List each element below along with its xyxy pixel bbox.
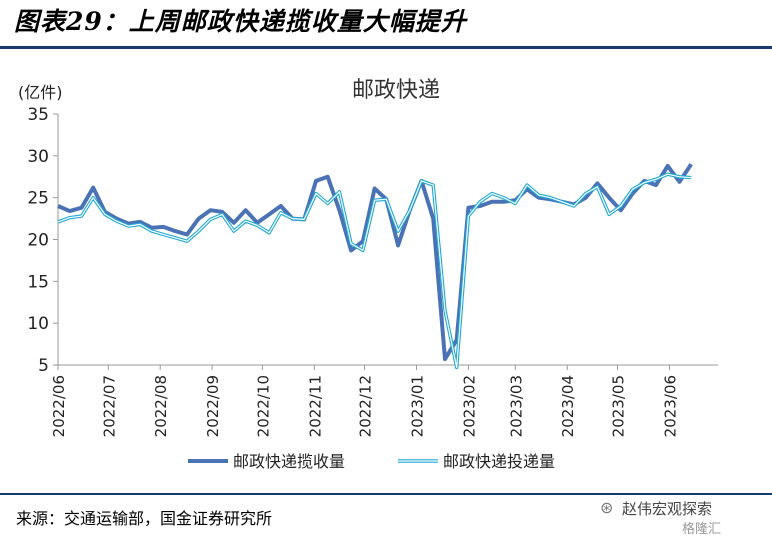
x-tick-label: 2022/09 <box>204 375 222 437</box>
series-delivered-line-outer <box>57 172 692 370</box>
chart-title: 邮政快递 <box>352 78 440 103</box>
watermark-account: 赵伟宏观探索 <box>622 500 713 518</box>
x-tick-label: 2023/03 <box>507 375 525 437</box>
y-axis-label: (亿件) <box>18 83 63 102</box>
x-tick-label: 2022/07 <box>100 375 118 437</box>
y-tick-label: 30 <box>27 147 49 167</box>
x-tick-label: 2022/08 <box>152 375 170 437</box>
x-tick-label: 2022/12 <box>357 375 375 437</box>
x-tick-label: 2023/06 <box>661 375 679 437</box>
x-tick-label: 2023/04 <box>559 375 577 437</box>
y-tick-label: 5 <box>38 356 49 376</box>
footer-rule <box>0 493 772 495</box>
line-chart: 邮政快递 (亿件) 5 10 15 20 25 30 35 2022/06 2022/07 2022/… <box>18 78 718 471</box>
series-delivered-line <box>57 173 692 369</box>
y-tick-label: 25 <box>27 189 49 209</box>
legend-label-delivered: 邮政快递投递量 <box>443 452 555 471</box>
watermark: ⊛ 赵伟宏观探索 格隆汇 <box>600 496 770 538</box>
figure-title: 图表29：上周邮政快递揽收量大幅提升 <box>14 7 467 36</box>
x-tick-label: 2023/01 <box>408 375 426 437</box>
title-rule <box>0 46 772 49</box>
y-tick-label: 20 <box>27 231 49 251</box>
y-tick-label: 35 <box>27 105 49 125</box>
series-collected-line <box>57 163 693 362</box>
y-tick-label: 10 <box>27 314 49 334</box>
x-tick-label: 2022/06 <box>50 375 68 437</box>
x-tick-label: 2023/05 <box>609 375 627 437</box>
x-tick-label: 2023/02 <box>460 375 478 437</box>
source-note: 来源：交通运输部，国金证券研究所 <box>16 509 273 528</box>
x-tick-label: 2022/10 <box>254 375 272 437</box>
legend-label-collected: 邮政快递揽收量 <box>233 452 345 471</box>
y-tick-label: 15 <box>27 272 49 292</box>
x-tick-label: 2022/11 <box>306 375 324 437</box>
wechat-icon: ⊛ <box>600 498 614 517</box>
watermark-site: 格隆汇 <box>682 522 722 537</box>
